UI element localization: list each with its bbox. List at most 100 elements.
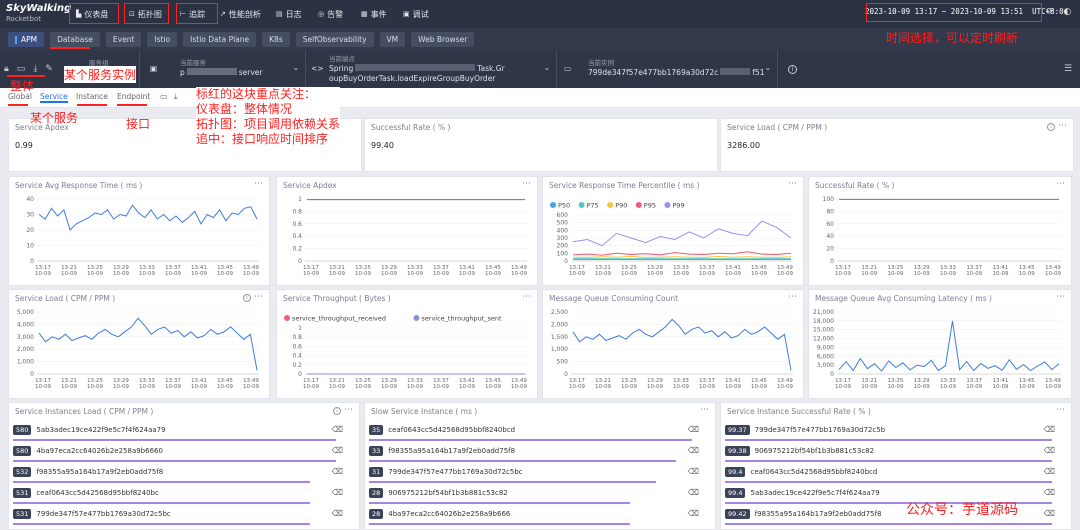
value-bar: [369, 523, 630, 525]
list-item[interactable]: 28 4ba97eca2cc64026b2e258a9b666 ⌫: [369, 509, 709, 525]
list-item[interactable]: 580 5ab3adec19ce422f9e5c7f4f624aa79 ⌫: [13, 425, 353, 441]
theme-toggle-icon[interactable]: ◐: [1063, 7, 1072, 17]
list-item[interactable]: 33 f98355a95a164b17a9f2eb0add75f8 ⌫: [369, 446, 709, 462]
layer-tab-istio[interactable]: Istio: [147, 31, 178, 47]
list-item[interactable]: 99.42 f98355a95a164b17a9f2eb0add75f8 ⌫: [725, 509, 1065, 525]
x-tick-label: 13:41: [191, 378, 207, 384]
tab-endpoint[interactable]: Endpoint: [117, 92, 151, 101]
list-item[interactable]: 35 ceaf0643cc5d42568d95bbf8240bcd ⌫: [369, 425, 709, 441]
more-icon[interactable]: ⋯: [344, 405, 353, 415]
refresh-icon[interactable]: ⟳: [1046, 7, 1054, 17]
download-icon[interactable]: ⤓: [174, 92, 178, 101]
clipboard-icon[interactable]: ⌫: [687, 509, 699, 518]
clipboard-icon[interactable]: ⌫: [331, 446, 343, 455]
tab-service[interactable]: Service: [40, 92, 68, 103]
instance-id: 5ab3adec19ce422f9e5c7f4f624aa79: [36, 426, 166, 434]
layer-tab-apm[interactable]: APM: [8, 31, 45, 47]
endpoint-selector[interactable]: <> 当前端点 Spring Task.Gr oupBuyOrderTask.lo…: [307, 50, 557, 88]
clipboard-icon[interactable]: ⌫: [331, 509, 343, 518]
list-item[interactable]: 28 906975212bf54bf1b3b881c53c82 ⌫: [369, 488, 709, 504]
clipboard-icon[interactable]: ⌫: [687, 467, 699, 476]
more-icon[interactable]: ⋯: [254, 179, 263, 189]
clipboard-icon[interactable]: ⌫: [1043, 425, 1055, 434]
nav-alarm[interactable]: ◎ 告警: [318, 9, 344, 19]
layer-tab-istio-data-plane[interactable]: Istio Data Plane: [183, 31, 257, 47]
clipboard-icon[interactable]: ⌫: [687, 425, 699, 434]
tab-instance[interactable]: Instance: [76, 92, 108, 101]
nav-dashboard[interactable]: ▙ 仪表盘: [76, 9, 109, 19]
instance-id: 799de347f57e477bb1769a30d72c5bc: [388, 468, 523, 476]
list-item[interactable]: 580 4ba97eca2cc64026b2e258a9b6660 ⌫: [13, 446, 353, 462]
value-badge: 99.42: [725, 509, 750, 519]
nav-log[interactable]: ▤ 日志: [276, 9, 302, 19]
clipboard-icon[interactable]: ⌫: [1043, 467, 1055, 476]
more-icon[interactable]: ⋯: [1058, 121, 1067, 131]
layer-tab-event[interactable]: Event: [105, 31, 142, 47]
nav-topology[interactable]: ⊡ 拓扑图: [129, 9, 162, 19]
list-item[interactable]: 531 799de347f57e477bb1769a30d72c5bc ⌫: [13, 509, 353, 525]
clipboard-icon[interactable]: ⌫: [1043, 488, 1055, 497]
info-icon[interactable]: i: [333, 407, 341, 415]
list-item[interactable]: 99.4 ceaf0643cc5d42568d95bbf8240bcd ⌫: [725, 467, 1065, 483]
instance-selector[interactable]: ▭ 当前实例 799de347f57e477bb1769a30d72c f51 ⌄: [558, 50, 778, 88]
list-item[interactable]: 532 f98355a95a164b17a9f2eb0add75f8 ⌫: [13, 467, 353, 483]
folder-icon[interactable]: ▭: [160, 92, 168, 101]
x-tick-date: 10-09: [303, 271, 319, 277]
more-icon[interactable]: ⋯: [522, 179, 531, 189]
more-icon[interactable]: ⋯: [1056, 179, 1065, 189]
clipboard-icon[interactable]: ⌫: [1043, 509, 1055, 518]
list-item[interactable]: 99.38 906975212bf54bf1b3b881c53c82 ⌫: [725, 446, 1065, 462]
x-tick-date: 10-09: [459, 384, 475, 390]
clipboard-icon[interactable]: ⌫: [331, 467, 343, 476]
more-icon[interactable]: ⋯: [700, 405, 709, 415]
service-selector[interactable]: ▣ 当前服务 p server ⌄: [146, 50, 306, 88]
x-tick-label: 13:29: [381, 378, 397, 384]
list-item[interactable]: 99.37 799de347f57e477bb1769a30d72c5b ⌫: [725, 425, 1065, 441]
y-tick-label: 0.2: [292, 362, 302, 369]
layer-tab-web-browser[interactable]: Web Browser: [411, 31, 475, 47]
service-group-selector[interactable]: 服务组: [85, 50, 140, 88]
info-icon[interactable]: i: [243, 294, 251, 302]
value-bar: [13, 523, 310, 525]
y-tick-label: 0.4: [292, 233, 302, 240]
info-icon[interactable]: i: [788, 65, 797, 74]
nav-profiling[interactable]: ↗ 性能剖析: [220, 9, 261, 19]
clipboard-icon[interactable]: ⌫: [331, 425, 343, 434]
nav-debug[interactable]: ▣ 调试: [403, 9, 429, 19]
edit-icon[interactable]: ✎: [45, 64, 53, 74]
layer-tab-k8s[interactable]: K8s: [262, 31, 290, 47]
list-item[interactable]: 99.4 5ab3adec19ce422f9e5c7f4f624aa79 ⌫: [725, 488, 1065, 504]
layer-tab-database[interactable]: Database: [50, 31, 100, 47]
more-icon[interactable]: ⋯: [1056, 292, 1065, 302]
list-item[interactable]: 31 799de347f57e477bb1769a30d72c5bc ⌫: [369, 467, 709, 483]
menu-icon[interactable]: ☰: [1064, 64, 1073, 74]
x-tick-label: 13:41: [191, 265, 207, 271]
nav-event[interactable]: ▦ 事件: [361, 9, 387, 19]
x-tick-date: 10-09: [966, 384, 982, 390]
time-range-picker[interactable]: 2023-10-09 13:17 ~ 2023-10-09 13:51 UTC+…: [865, 7, 1064, 16]
lock-icon[interactable]: 🔒︎: [4, 64, 9, 74]
tab-global[interactable]: Global: [8, 92, 32, 101]
layer-tab-vm[interactable]: VM: [379, 31, 406, 47]
x-tick-date: 10-09: [888, 384, 904, 390]
instance-id: ceaf0643cc5d42568d95bbf8240bcd: [750, 468, 878, 476]
nav-trace[interactable]: ⊢ 追踪: [180, 9, 206, 19]
endpoint-icon: <>: [311, 64, 324, 73]
list-item[interactable]: 531 ceaf0643cc5d42568d95bbf8240bc ⌫: [13, 488, 353, 504]
more-icon[interactable]: ⋯: [788, 179, 797, 189]
clipboard-icon[interactable]: ⌫: [687, 446, 699, 455]
more-icon[interactable]: ⋯: [522, 292, 531, 302]
x-tick-date: 10-09: [61, 384, 77, 390]
legend-label: P95: [644, 202, 656, 210]
info-icon[interactable]: i: [1047, 123, 1055, 131]
clipboard-icon[interactable]: ⌫: [1043, 446, 1055, 455]
more-icon[interactable]: ⋯: [788, 292, 797, 302]
list-panel-instance-success: Service Instance Successful Rate ( % ) ⋯ 9…: [720, 402, 1072, 530]
clipboard-icon[interactable]: ⌫: [687, 488, 699, 497]
layer-tab-selfobservability[interactable]: SelfObservability: [295, 31, 374, 47]
clipboard-icon[interactable]: ⌫: [331, 488, 343, 497]
more-icon[interactable]: ⋯: [1056, 405, 1065, 415]
more-icon[interactable]: ⋯: [254, 292, 263, 302]
download-icon[interactable]: ⤓: [33, 64, 38, 74]
folder-icon[interactable]: ▭: [16, 64, 26, 74]
